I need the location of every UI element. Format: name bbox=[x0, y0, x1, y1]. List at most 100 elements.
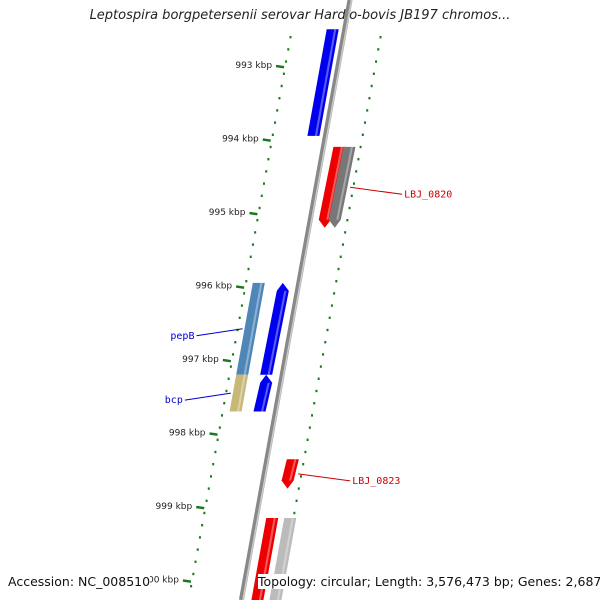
guide-dot-right bbox=[368, 97, 371, 100]
gene-feature[interactable] bbox=[229, 374, 249, 412]
gene-feature[interactable] bbox=[253, 374, 273, 412]
tick-mark bbox=[275, 64, 285, 69]
tick-label: 1000 kbp bbox=[137, 576, 180, 586]
guide-dot-left bbox=[278, 97, 281, 100]
guide-dot-left bbox=[227, 377, 230, 380]
gene-feature[interactable] bbox=[307, 29, 339, 136]
guide-dot-right bbox=[317, 377, 320, 380]
guide-dot-left bbox=[238, 316, 241, 319]
guide-dot-left bbox=[201, 524, 204, 527]
tick-label: 994 kbp bbox=[222, 135, 259, 145]
gene-callouts: LBJ_0820 pepB bcp LBJ_0823 bbox=[165, 186, 452, 487]
tick-label: 993 kbp bbox=[235, 61, 272, 71]
guide-dot-right bbox=[304, 450, 307, 454]
tick-label: 999 kbp bbox=[156, 502, 193, 512]
guide-dot-right bbox=[348, 206, 351, 210]
guide-dot-left bbox=[289, 36, 292, 39]
guide-dot-left bbox=[280, 84, 283, 88]
gene-feature[interactable] bbox=[281, 459, 299, 489]
guide-dot-right bbox=[324, 341, 327, 344]
tick-mark bbox=[222, 358, 232, 363]
gene-label[interactable]: LBJ_0823 bbox=[352, 476, 400, 487]
gene-sheen bbox=[236, 374, 246, 412]
guide-dot-right bbox=[299, 475, 302, 478]
gene-label[interactable]: bcp bbox=[165, 395, 183, 406]
guide-dot-left bbox=[276, 109, 279, 112]
guide-dot-left bbox=[274, 121, 277, 124]
guide-dot-left bbox=[214, 450, 217, 454]
tick-label: 995 kbp bbox=[209, 208, 246, 218]
guide-dot-right bbox=[350, 194, 353, 197]
guide-dot-right bbox=[335, 280, 338, 283]
tick-mark bbox=[196, 505, 205, 510]
backbone-line bbox=[238, 0, 353, 600]
guide-dot-right bbox=[361, 133, 364, 136]
gene-feature[interactable] bbox=[260, 282, 289, 375]
guide-dot-left bbox=[205, 499, 208, 502]
guide-dot-right bbox=[308, 426, 311, 429]
guide-dot-right bbox=[372, 72, 375, 75]
tick-label: 997 kbp bbox=[182, 355, 219, 365]
guide-dot-left bbox=[240, 304, 243, 307]
guide-dot-left bbox=[221, 414, 224, 417]
callout-line bbox=[350, 186, 403, 195]
guide-dot-left bbox=[267, 158, 270, 161]
guide-dot-right bbox=[315, 389, 318, 393]
tick-mark bbox=[235, 285, 245, 289]
gene-feature[interactable] bbox=[318, 146, 346, 228]
gene-sheen bbox=[260, 382, 270, 412]
guide-dot-left bbox=[285, 60, 288, 63]
guide-dot-left bbox=[271, 133, 274, 136]
guide-dot-left bbox=[243, 292, 246, 295]
guide-dot-left bbox=[194, 560, 197, 563]
guide-dot-left bbox=[234, 341, 237, 344]
tick-mark bbox=[262, 138, 271, 142]
guide-dot-right bbox=[341, 243, 344, 246]
guide-dot-left bbox=[207, 487, 210, 490]
gene-feature[interactable] bbox=[328, 146, 356, 228]
accession-label: Accession: NC_008510 bbox=[8, 574, 151, 589]
guide-dot-right bbox=[330, 304, 333, 307]
guide-dot-left bbox=[192, 572, 195, 576]
guide-dot-left bbox=[212, 463, 215, 466]
chromosome-backbone bbox=[238, 0, 353, 600]
guide-dot-right bbox=[313, 402, 316, 405]
guide-dot-left bbox=[254, 231, 257, 234]
gene-sheen bbox=[314, 29, 337, 136]
guide-dot-right bbox=[359, 145, 362, 149]
tick-label: 996 kbp bbox=[195, 282, 232, 292]
tick-mark bbox=[209, 432, 218, 436]
guide-dot-right bbox=[366, 109, 369, 112]
guide-dot-left bbox=[203, 511, 206, 515]
guide-dot-left bbox=[223, 402, 226, 405]
guide-dot-right bbox=[306, 438, 309, 441]
guide-dot-right bbox=[355, 170, 358, 173]
gene-feature[interactable] bbox=[236, 282, 265, 375]
guide-dot-left bbox=[260, 194, 263, 197]
kbp-ruler: 993 kbp 994 kbp 995 kbp 996 kbp 997 kbp 998 k… bbox=[137, 61, 285, 586]
guide-dot-right bbox=[379, 36, 382, 39]
guide-dot-right bbox=[297, 487, 300, 490]
callout-line bbox=[298, 473, 351, 482]
gene-label[interactable]: LBJ_0820 bbox=[404, 189, 452, 200]
guide-dots bbox=[190, 36, 382, 588]
guide-dot-right bbox=[357, 158, 360, 161]
gene-label[interactable]: pepB bbox=[170, 331, 194, 342]
guide-dot-left bbox=[249, 255, 252, 258]
guide-dot-left bbox=[218, 426, 221, 429]
guide-dot-left bbox=[229, 365, 232, 368]
guide-dot-right bbox=[319, 365, 322, 368]
gene-sheen bbox=[326, 146, 344, 220]
guide-dot-right bbox=[339, 255, 342, 258]
guide-dot-left bbox=[209, 475, 212, 478]
guide-dot-left bbox=[282, 72, 285, 75]
callout-line bbox=[196, 328, 243, 337]
guide-dot-left bbox=[269, 145, 272, 149]
tick-label: 998 kbp bbox=[169, 429, 206, 439]
guide-dot-left bbox=[265, 170, 268, 173]
guide-dot-right bbox=[295, 499, 298, 502]
guide-dot-right bbox=[346, 219, 349, 222]
guide-dot-right bbox=[326, 328, 329, 332]
guide-dot-left bbox=[245, 280, 248, 283]
